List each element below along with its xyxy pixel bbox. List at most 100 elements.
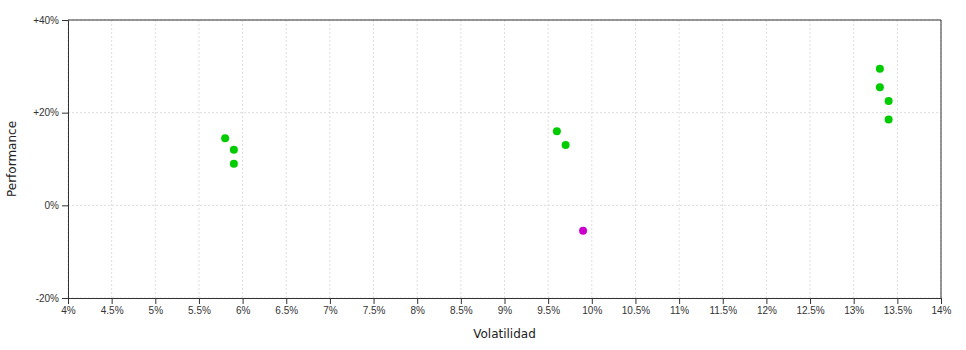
x-axis-tick: 6% bbox=[236, 298, 251, 316]
x-axis: 4%4.5%5%5.5%6%6.5%7%7.5%8%8.5%9%9.5%10%1… bbox=[61, 298, 951, 316]
point bbox=[579, 227, 587, 235]
x-axis-tick: 14% bbox=[931, 298, 951, 316]
grid-line-x bbox=[810, 20, 811, 298]
x-axis-tick-label: 9.5% bbox=[537, 305, 560, 316]
chart: 4%4.5%5%5.5%6%6.5%7%7.5%8%8.5%9%9.5%10%1… bbox=[0, 0, 966, 350]
grid-line-x bbox=[504, 20, 505, 298]
y-axis-tick-mark bbox=[62, 113, 68, 114]
y-axis: -20% 0% +20% +40% bbox=[33, 15, 68, 304]
grid-line-y bbox=[68, 112, 941, 113]
x-axis-tick-mark bbox=[461, 298, 462, 304]
points bbox=[221, 65, 892, 235]
x-axis-title: Volatilidad bbox=[473, 327, 536, 341]
x-axis-tick: 13.5% bbox=[884, 298, 912, 316]
grid-line-x bbox=[329, 20, 330, 298]
x-axis-tick-label: 12.5% bbox=[796, 305, 824, 316]
point bbox=[230, 146, 238, 154]
y-axis-tick: -20% bbox=[36, 293, 68, 304]
x-axis-tick-label: 5.5% bbox=[188, 305, 211, 316]
point bbox=[562, 141, 570, 149]
x-axis-tick: 7% bbox=[323, 298, 338, 316]
x-axis-tick-mark bbox=[330, 298, 331, 304]
x-axis-tick-mark bbox=[505, 298, 506, 304]
x-axis-tick-mark bbox=[286, 298, 287, 304]
grid-line-y bbox=[68, 20, 941, 21]
grid-line-x bbox=[242, 20, 243, 298]
x-axis-tick-label: 13.5% bbox=[884, 305, 912, 316]
x-axis-tick: 9% bbox=[498, 298, 513, 316]
x-axis-tick-label: 11.5% bbox=[709, 305, 737, 316]
y-axis-tick-mark bbox=[62, 298, 68, 299]
point bbox=[885, 97, 893, 105]
grid-line-x bbox=[635, 20, 636, 298]
x-axis-tick: 7.5% bbox=[363, 298, 386, 316]
x-axis-tick: 11.5% bbox=[709, 298, 737, 316]
x-axis-tick-label: 7% bbox=[323, 305, 338, 316]
x-axis-tick: 9.5% bbox=[537, 298, 560, 316]
x-axis-tick-mark bbox=[635, 298, 636, 304]
x-axis-tick-mark bbox=[374, 298, 375, 304]
x-axis-tick: 12.5% bbox=[796, 298, 824, 316]
plot: 4%4.5%5%5.5%6%6.5%7%7.5%8%8.5%9%9.5%10%1… bbox=[33, 15, 951, 316]
grid-line-x bbox=[198, 20, 199, 298]
y-axis-tick-label: 0% bbox=[45, 200, 60, 211]
grid-line-y bbox=[68, 205, 941, 206]
x-axis-tick: 4.5% bbox=[101, 298, 124, 316]
x-axis-tick: 12% bbox=[757, 298, 777, 316]
series bbox=[579, 227, 587, 235]
y-axis-tick-label: +20% bbox=[33, 107, 59, 118]
x-axis-tick-mark bbox=[679, 298, 680, 304]
x-axis-tick: 8.5% bbox=[450, 298, 473, 316]
x-axis-tick-label: 10.5% bbox=[622, 305, 650, 316]
grid-line-x bbox=[679, 20, 680, 298]
x-axis-tick: 10% bbox=[582, 298, 602, 316]
x-axis-tick-mark bbox=[810, 298, 811, 304]
grid-line-x bbox=[591, 20, 592, 298]
x-axis-tick-label: 9% bbox=[498, 305, 513, 316]
y-axis-tick-label: +40% bbox=[33, 15, 59, 26]
point bbox=[876, 83, 884, 91]
grid-line-x bbox=[941, 20, 942, 298]
x-axis-tick-label: 13% bbox=[844, 305, 864, 316]
x-axis-tick-label: 6.5% bbox=[275, 305, 298, 316]
grid bbox=[68, 20, 941, 298]
x-axis-tick: 13% bbox=[844, 298, 864, 316]
point bbox=[553, 127, 561, 135]
x-axis-tick-label: 10% bbox=[582, 305, 602, 316]
y-axis-title: Performance bbox=[5, 121, 19, 197]
grid-line-x bbox=[897, 20, 898, 298]
x-axis-tick-mark bbox=[941, 298, 942, 304]
grid-line-x bbox=[766, 20, 767, 298]
x-axis-tick-mark bbox=[243, 298, 244, 304]
x-axis-tick-mark bbox=[854, 298, 855, 304]
point bbox=[876, 65, 884, 73]
grid-line-x bbox=[722, 20, 723, 298]
x-axis-tick-label: 11% bbox=[670, 305, 689, 316]
frame-top bbox=[68, 20, 941, 21]
x-axis-tick: 10.5% bbox=[622, 298, 650, 316]
y-axis-tick: +20% bbox=[33, 107, 68, 118]
point bbox=[885, 116, 893, 124]
x-axis-tick-mark bbox=[112, 298, 113, 304]
grid-line-x bbox=[460, 20, 461, 298]
x-axis-tick-label: 8% bbox=[410, 305, 425, 316]
x-axis-tick-label: 8.5% bbox=[450, 305, 473, 316]
x-axis-tick-mark bbox=[199, 298, 200, 304]
x-axis-tick-label: 14% bbox=[931, 305, 951, 316]
x-axis-tick-label: 6% bbox=[236, 305, 251, 316]
grid-line-x bbox=[417, 20, 418, 298]
x-axis-domain bbox=[69, 299, 942, 305]
x-axis-tick: 5.5% bbox=[188, 298, 211, 316]
grid-line-x bbox=[155, 20, 156, 298]
x-axis-tick: 8% bbox=[410, 298, 425, 316]
x-axis-tick-mark bbox=[155, 298, 156, 304]
x-axis-tick-mark bbox=[897, 298, 898, 304]
x-axis-tick-mark bbox=[592, 298, 593, 304]
x-axis-tick-mark bbox=[548, 298, 549, 304]
x-axis-tick-mark bbox=[723, 298, 724, 304]
y-axis-tick: +40% bbox=[33, 15, 68, 26]
point bbox=[221, 134, 229, 142]
grid-line-x bbox=[111, 20, 112, 298]
x-axis-tick: 6.5% bbox=[275, 298, 298, 316]
x-axis-tick-label: 5% bbox=[149, 305, 164, 316]
